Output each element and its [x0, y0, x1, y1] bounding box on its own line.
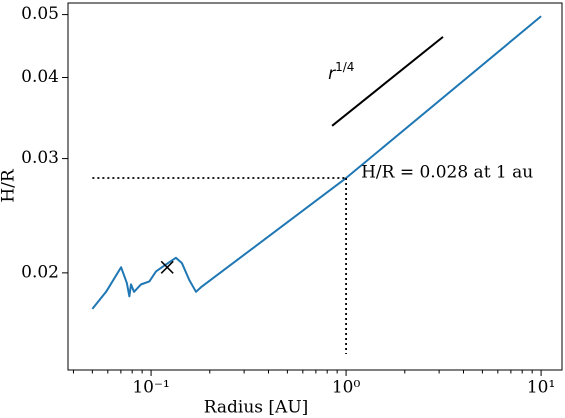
y-tick-label: 0.04: [21, 67, 59, 87]
x-marker: [160, 260, 174, 274]
data-line: [91, 15, 542, 310]
y-tick-label: 0.03: [21, 148, 59, 168]
y-tick-label: 0.05: [21, 4, 59, 24]
y-tick-label: 0.02: [21, 262, 59, 282]
slope-label: r1/4: [328, 59, 354, 84]
plot-frame: [67, 2, 563, 371]
slope-line: [331, 36, 444, 127]
x-tick-label: 10¹: [527, 378, 555, 398]
guide-annotation: H/R = 0.028 at 1 au: [361, 163, 533, 183]
x-axis-label: Radius [AU]: [204, 398, 309, 418]
slope-label-exponent: 1/4: [335, 59, 354, 73]
x-tick-label: 10⁰: [332, 378, 361, 398]
y-axis-label: H/R: [0, 168, 19, 203]
slope-label-base: r: [328, 64, 336, 84]
x-tick-label: 10⁻¹: [132, 378, 169, 398]
